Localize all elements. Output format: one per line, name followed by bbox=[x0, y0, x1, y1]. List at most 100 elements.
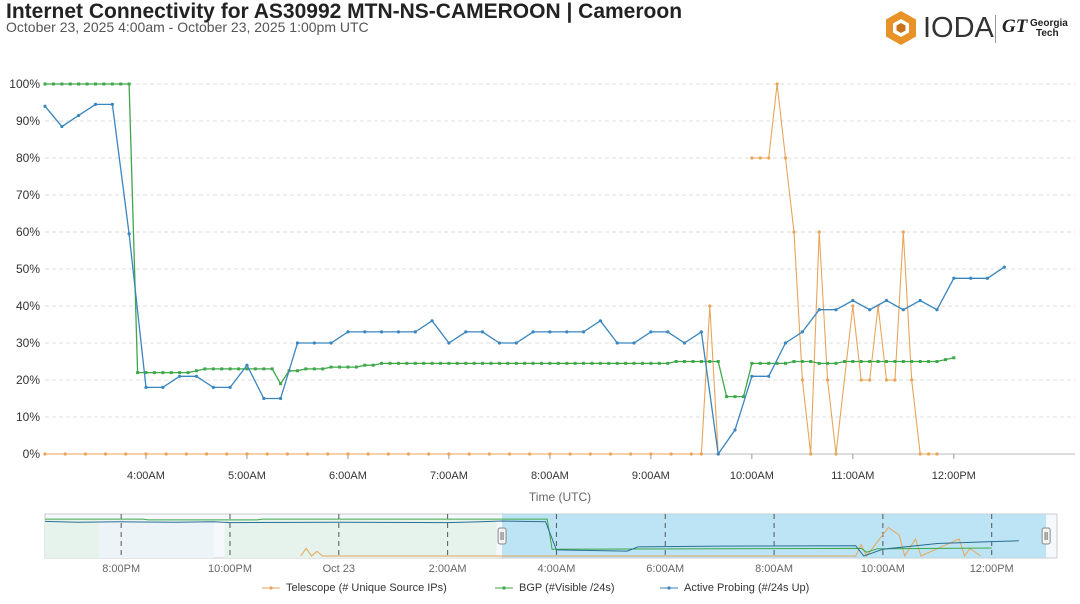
data-point-bgp bbox=[725, 395, 729, 399]
data-point-telescope bbox=[918, 452, 922, 456]
data-point-probing bbox=[733, 428, 737, 432]
data-point-bgp bbox=[127, 82, 131, 86]
data-point-bgp bbox=[321, 367, 325, 371]
logo-divider bbox=[995, 15, 996, 43]
data-point-bgp bbox=[783, 361, 787, 365]
data-point-bgp bbox=[68, 82, 72, 86]
legend-probing[interactable]: Active Probing (#/24s Up) bbox=[660, 582, 809, 594]
data-point-bgp bbox=[363, 363, 367, 367]
data-point-probing bbox=[295, 341, 300, 345]
data-point-telescope bbox=[825, 378, 830, 382]
data-point-bgp bbox=[573, 361, 577, 365]
data-point-probing bbox=[952, 276, 956, 280]
legend-telescope[interactable]: Telescope (# Unique Source IPs) bbox=[262, 582, 447, 594]
data-point-probing bbox=[682, 341, 687, 345]
x-tick-label: 10:00AM bbox=[730, 470, 774, 482]
data-point-bgp bbox=[304, 367, 308, 371]
data-point-probing bbox=[834, 308, 838, 312]
legend-telescope-label: Telescope (# Unique Source IPs) bbox=[286, 582, 447, 594]
data-point-probing bbox=[480, 330, 485, 334]
data-point-bgp bbox=[893, 360, 897, 363]
y-tick-label: 0% bbox=[23, 447, 41, 461]
data-point-bgp bbox=[481, 361, 485, 365]
data-point-probing bbox=[211, 385, 215, 389]
series-group bbox=[43, 82, 1006, 456]
data-point-bgp bbox=[279, 382, 283, 386]
data-point-bgp bbox=[237, 367, 241, 371]
legend-bgp[interactable]: BGP (#Visible /24s) bbox=[495, 582, 615, 594]
overview-tick-label: 12:00PM bbox=[970, 563, 1014, 575]
data-point-telescope bbox=[103, 452, 108, 456]
data-point-probing bbox=[194, 374, 199, 378]
data-point-bgp bbox=[556, 361, 560, 365]
data-point-telescope bbox=[447, 452, 451, 456]
data-point-bgp bbox=[851, 360, 855, 363]
data-point-bgp bbox=[918, 360, 922, 363]
overview-right-handle[interactable] bbox=[1041, 527, 1051, 545]
data-point-telescope bbox=[588, 452, 592, 456]
data-point-probing bbox=[396, 330, 401, 334]
data-point-telescope bbox=[225, 452, 229, 456]
data-point-bgp bbox=[548, 361, 552, 365]
data-point-bgp bbox=[708, 360, 712, 363]
data-point-telescope bbox=[629, 452, 633, 456]
data-point-bgp bbox=[152, 371, 156, 375]
data-point-probing bbox=[817, 308, 821, 312]
x-tick-label: 12:00PM bbox=[932, 470, 976, 482]
data-point-bgp bbox=[203, 367, 207, 371]
legend-probing-swatch bbox=[660, 586, 678, 590]
connectivity-chart[interactable]: 0% 10% 20% 30% 40% 50% 60% 70% 80% 90% 100% 4:00AM… bbox=[0, 0, 1080, 580]
data-point-probing bbox=[800, 330, 804, 334]
data-point-telescope bbox=[528, 452, 532, 456]
data-point-probing bbox=[262, 396, 266, 401]
data-point-bgp bbox=[952, 356, 956, 360]
data-point-bgp bbox=[85, 82, 89, 86]
data-point-probing bbox=[346, 330, 350, 334]
data-point-telescope bbox=[184, 452, 188, 456]
data-point-bgp bbox=[598, 361, 602, 365]
data-point-bgp bbox=[262, 367, 266, 371]
data-point-bgp bbox=[161, 371, 165, 375]
data-point-bgp bbox=[809, 360, 813, 363]
legend-bgp-swatch bbox=[495, 586, 513, 590]
data-point-probing bbox=[531, 330, 535, 334]
data-point-bgp bbox=[901, 360, 905, 363]
data-point-bgp bbox=[102, 82, 106, 86]
data-point-bgp bbox=[472, 361, 476, 365]
series-telescope bbox=[43, 82, 939, 456]
overview-navigator[interactable]: 8:00PM 10:00PM Oct 23 2:00AM 4:00AM 6:00AM 8:0… bbox=[44, 513, 1058, 575]
overview-left-handle[interactable] bbox=[497, 527, 507, 545]
data-point-telescope bbox=[305, 452, 310, 456]
data-point-bgp bbox=[136, 371, 140, 375]
data-point-telescope bbox=[164, 452, 168, 456]
data-point-bgp bbox=[884, 360, 888, 363]
data-point-probing bbox=[1002, 265, 1006, 269]
data-point-probing bbox=[43, 104, 47, 108]
data-point-probing bbox=[884, 298, 889, 303]
data-point-bgp bbox=[800, 360, 804, 363]
data-point-bgp bbox=[312, 367, 316, 371]
data-point-bgp bbox=[144, 371, 148, 375]
data-point-probing bbox=[699, 330, 703, 334]
y-tick-label: 40% bbox=[16, 299, 40, 313]
overview-band bbox=[99, 520, 214, 558]
data-point-bgp bbox=[582, 361, 586, 365]
data-point-probing bbox=[767, 374, 771, 378]
data-point-telescope bbox=[568, 452, 572, 456]
data-point-probing bbox=[716, 452, 720, 456]
data-point-telescope bbox=[669, 452, 673, 456]
data-point-telescope bbox=[859, 378, 863, 382]
data-point-bgp bbox=[691, 360, 695, 363]
overview-tick-label: 8:00PM bbox=[102, 563, 140, 575]
data-point-probing bbox=[278, 396, 283, 401]
data-point-probing bbox=[649, 330, 653, 334]
data-point-probing bbox=[666, 330, 670, 334]
ioda-logo[interactable]: IODA GT Georgia Tech bbox=[884, 10, 1074, 50]
legend: Telescope (# Unique Source IPs) BGP (#Vi… bbox=[0, 580, 1080, 600]
y-tick-label: 20% bbox=[16, 373, 40, 387]
data-point-probing bbox=[615, 341, 619, 345]
data-point-bgp bbox=[590, 361, 594, 365]
data-point-bgp bbox=[329, 365, 333, 369]
data-point-telescope bbox=[649, 452, 653, 456]
legend-probing-label: Active Probing (#/24s Up) bbox=[684, 582, 810, 594]
